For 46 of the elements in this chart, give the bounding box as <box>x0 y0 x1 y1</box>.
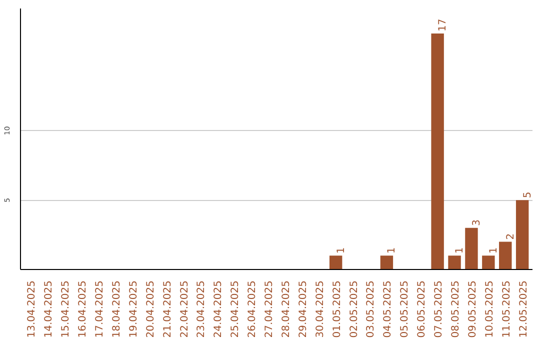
x-tick-label: 22.04.2025 <box>179 280 190 338</box>
bar <box>448 256 461 270</box>
data-label: 3 <box>471 219 482 226</box>
x-tick-label: 17.04.2025 <box>94 280 106 338</box>
data-label: 1 <box>488 247 500 254</box>
x-tick-label: 01.05.2025 <box>332 280 343 338</box>
x-tick-label: 03.05.2025 <box>366 280 377 338</box>
bar <box>499 242 512 270</box>
x-tick-label: 11.05.2025 <box>501 280 512 338</box>
bar <box>516 200 529 270</box>
data-label: 1 <box>386 247 398 254</box>
x-tick-label: 23.04.2025 <box>196 280 208 338</box>
data-label: 5 <box>522 192 534 198</box>
x-tick-label: 25.04.2025 <box>230 280 242 338</box>
x-tick-label: 18.04.2025 <box>111 280 122 338</box>
x-tick-label: 27.04.2025 <box>264 280 276 338</box>
x-tick-label: 28.04.2025 <box>280 280 292 338</box>
x-tick-label: 14.04.2025 <box>44 280 55 338</box>
x-tick-label: 15.04.2025 <box>60 280 72 338</box>
x-tick-label: 29.04.2025 <box>298 280 309 338</box>
x-tick-label: 24.04.2025 <box>213 280 224 338</box>
data-label: 1 <box>454 247 466 254</box>
x-tick-label: 26.04.2025 <box>247 280 258 338</box>
data-label: 2 <box>505 233 516 240</box>
x-tick-label: 10.05.2025 <box>484 280 496 338</box>
x-tick-label: 13.04.2025 <box>26 280 38 338</box>
bar <box>380 256 394 270</box>
bar <box>465 228 478 270</box>
x-tick-label: 04.05.2025 <box>382 280 394 338</box>
bar <box>329 256 342 270</box>
x-tick-label: 06.05.2025 <box>416 280 428 338</box>
x-tick-label: 19.04.2025 <box>128 280 140 338</box>
x-tick-label: 09.05.2025 <box>467 280 478 338</box>
x-tick-label: 20.04.2025 <box>145 280 156 338</box>
bar <box>482 256 495 270</box>
x-tick-label: 08.05.2025 <box>450 280 462 338</box>
x-tick-label: 07.05.2025 <box>434 280 445 338</box>
x-tick-label: 05.05.2025 <box>400 280 411 338</box>
bar <box>431 33 444 270</box>
data-label: 17 <box>438 18 449 32</box>
x-tick-label: 21.04.2025 <box>162 280 174 338</box>
x-tick-label: 16.04.2025 <box>78 280 89 338</box>
x-tick-label: 12.05.2025 <box>518 280 530 338</box>
x-tick-label: 02.05.2025 <box>348 280 360 338</box>
x-tick-label: 30.04.2025 <box>314 280 326 338</box>
data-label: 1 <box>336 247 347 254</box>
